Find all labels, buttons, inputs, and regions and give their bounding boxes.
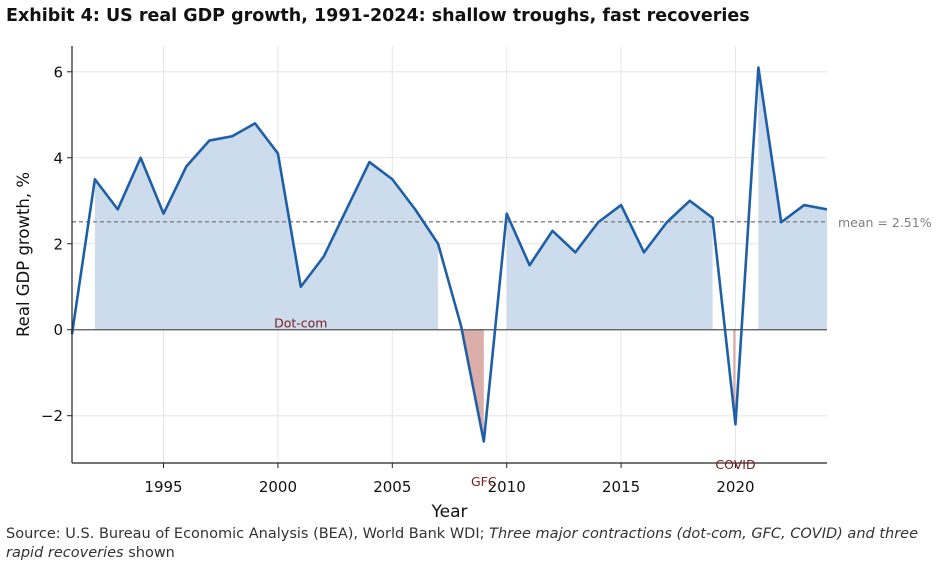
data-point (116, 208, 119, 211)
annotations: Dot-com GFC COVID (274, 316, 756, 489)
positive-shaded-area (94, 123, 439, 330)
tick-labels: 1995 2000 2005 2010 2015 2020 −2 0 2 4 6 (41, 63, 755, 496)
data-point (574, 251, 577, 254)
x-tick-label: 2000 (259, 478, 297, 496)
data-point (803, 204, 806, 207)
annotation-covid: COVID (715, 457, 755, 472)
x-tick-label: 2015 (602, 478, 640, 496)
data-point (460, 324, 463, 327)
x-tick-label: 2020 (716, 478, 754, 496)
data-point (231, 135, 234, 138)
data-point (483, 440, 486, 443)
data-point (208, 139, 211, 142)
annotation-gfc: GFC (471, 474, 497, 489)
data-point (757, 66, 760, 69)
data-point (597, 221, 600, 224)
y-tick-label: −2 (41, 407, 63, 425)
x-tick-label: 2010 (488, 478, 526, 496)
mean-label: mean = 2.51% (838, 215, 932, 230)
data-point (826, 208, 829, 211)
data-point (322, 255, 325, 258)
data-point (688, 199, 691, 202)
gdp-growth-line (70, 66, 828, 443)
exhibit-title: Exhibit 4: US real GDP growth, 1991-2024… (6, 6, 750, 26)
x-tick-label: 1995 (144, 478, 182, 496)
y-tick-label: 2 (53, 235, 63, 253)
y-tick-label: 4 (53, 149, 63, 167)
x-axis-label: Year (431, 502, 468, 520)
data-point (437, 242, 440, 245)
data-point (391, 178, 394, 181)
data-point (528, 264, 531, 267)
shaded-areas (94, 67, 827, 442)
gdp-growth-chart: mean = 2.51% 1995 2000 2005 2010 2015 2020 −2 0… (14, 46, 932, 520)
data-point (780, 221, 783, 224)
data-point (666, 221, 669, 224)
data-point (643, 251, 646, 254)
source-prefix: Source: U.S. Bureau of Economic Analysis… (6, 526, 490, 542)
data-point (254, 122, 257, 125)
y-tick-label: 0 (53, 321, 63, 339)
x-tick-label: 2005 (373, 478, 411, 496)
data-point (94, 178, 97, 181)
data-point (620, 204, 623, 207)
data-point (734, 423, 737, 426)
data-point (277, 152, 280, 155)
data-point (711, 217, 714, 220)
data-point (414, 208, 417, 211)
annotation-dotcom: Dot-com (274, 316, 327, 331)
positive-shaded-area (506, 200, 713, 330)
data-point (162, 212, 165, 215)
data-point (505, 212, 508, 215)
positive-shaded-area (758, 67, 827, 330)
source-note-italic: Three major contractions (dot-com, GFC, … (6, 526, 918, 561)
source-note: Source: U.S. Bureau of Economic Analysis… (6, 525, 926, 563)
data-point (551, 230, 554, 233)
data-point (368, 161, 371, 164)
axes (71, 46, 827, 464)
y-tick-label: 6 (53, 63, 63, 81)
source-suffix: shown (123, 545, 175, 561)
y-axis-label: Real GDP growth, % (14, 172, 33, 337)
data-point (299, 285, 302, 288)
data-point (345, 208, 348, 211)
data-point (139, 156, 142, 159)
data-point (185, 165, 188, 168)
